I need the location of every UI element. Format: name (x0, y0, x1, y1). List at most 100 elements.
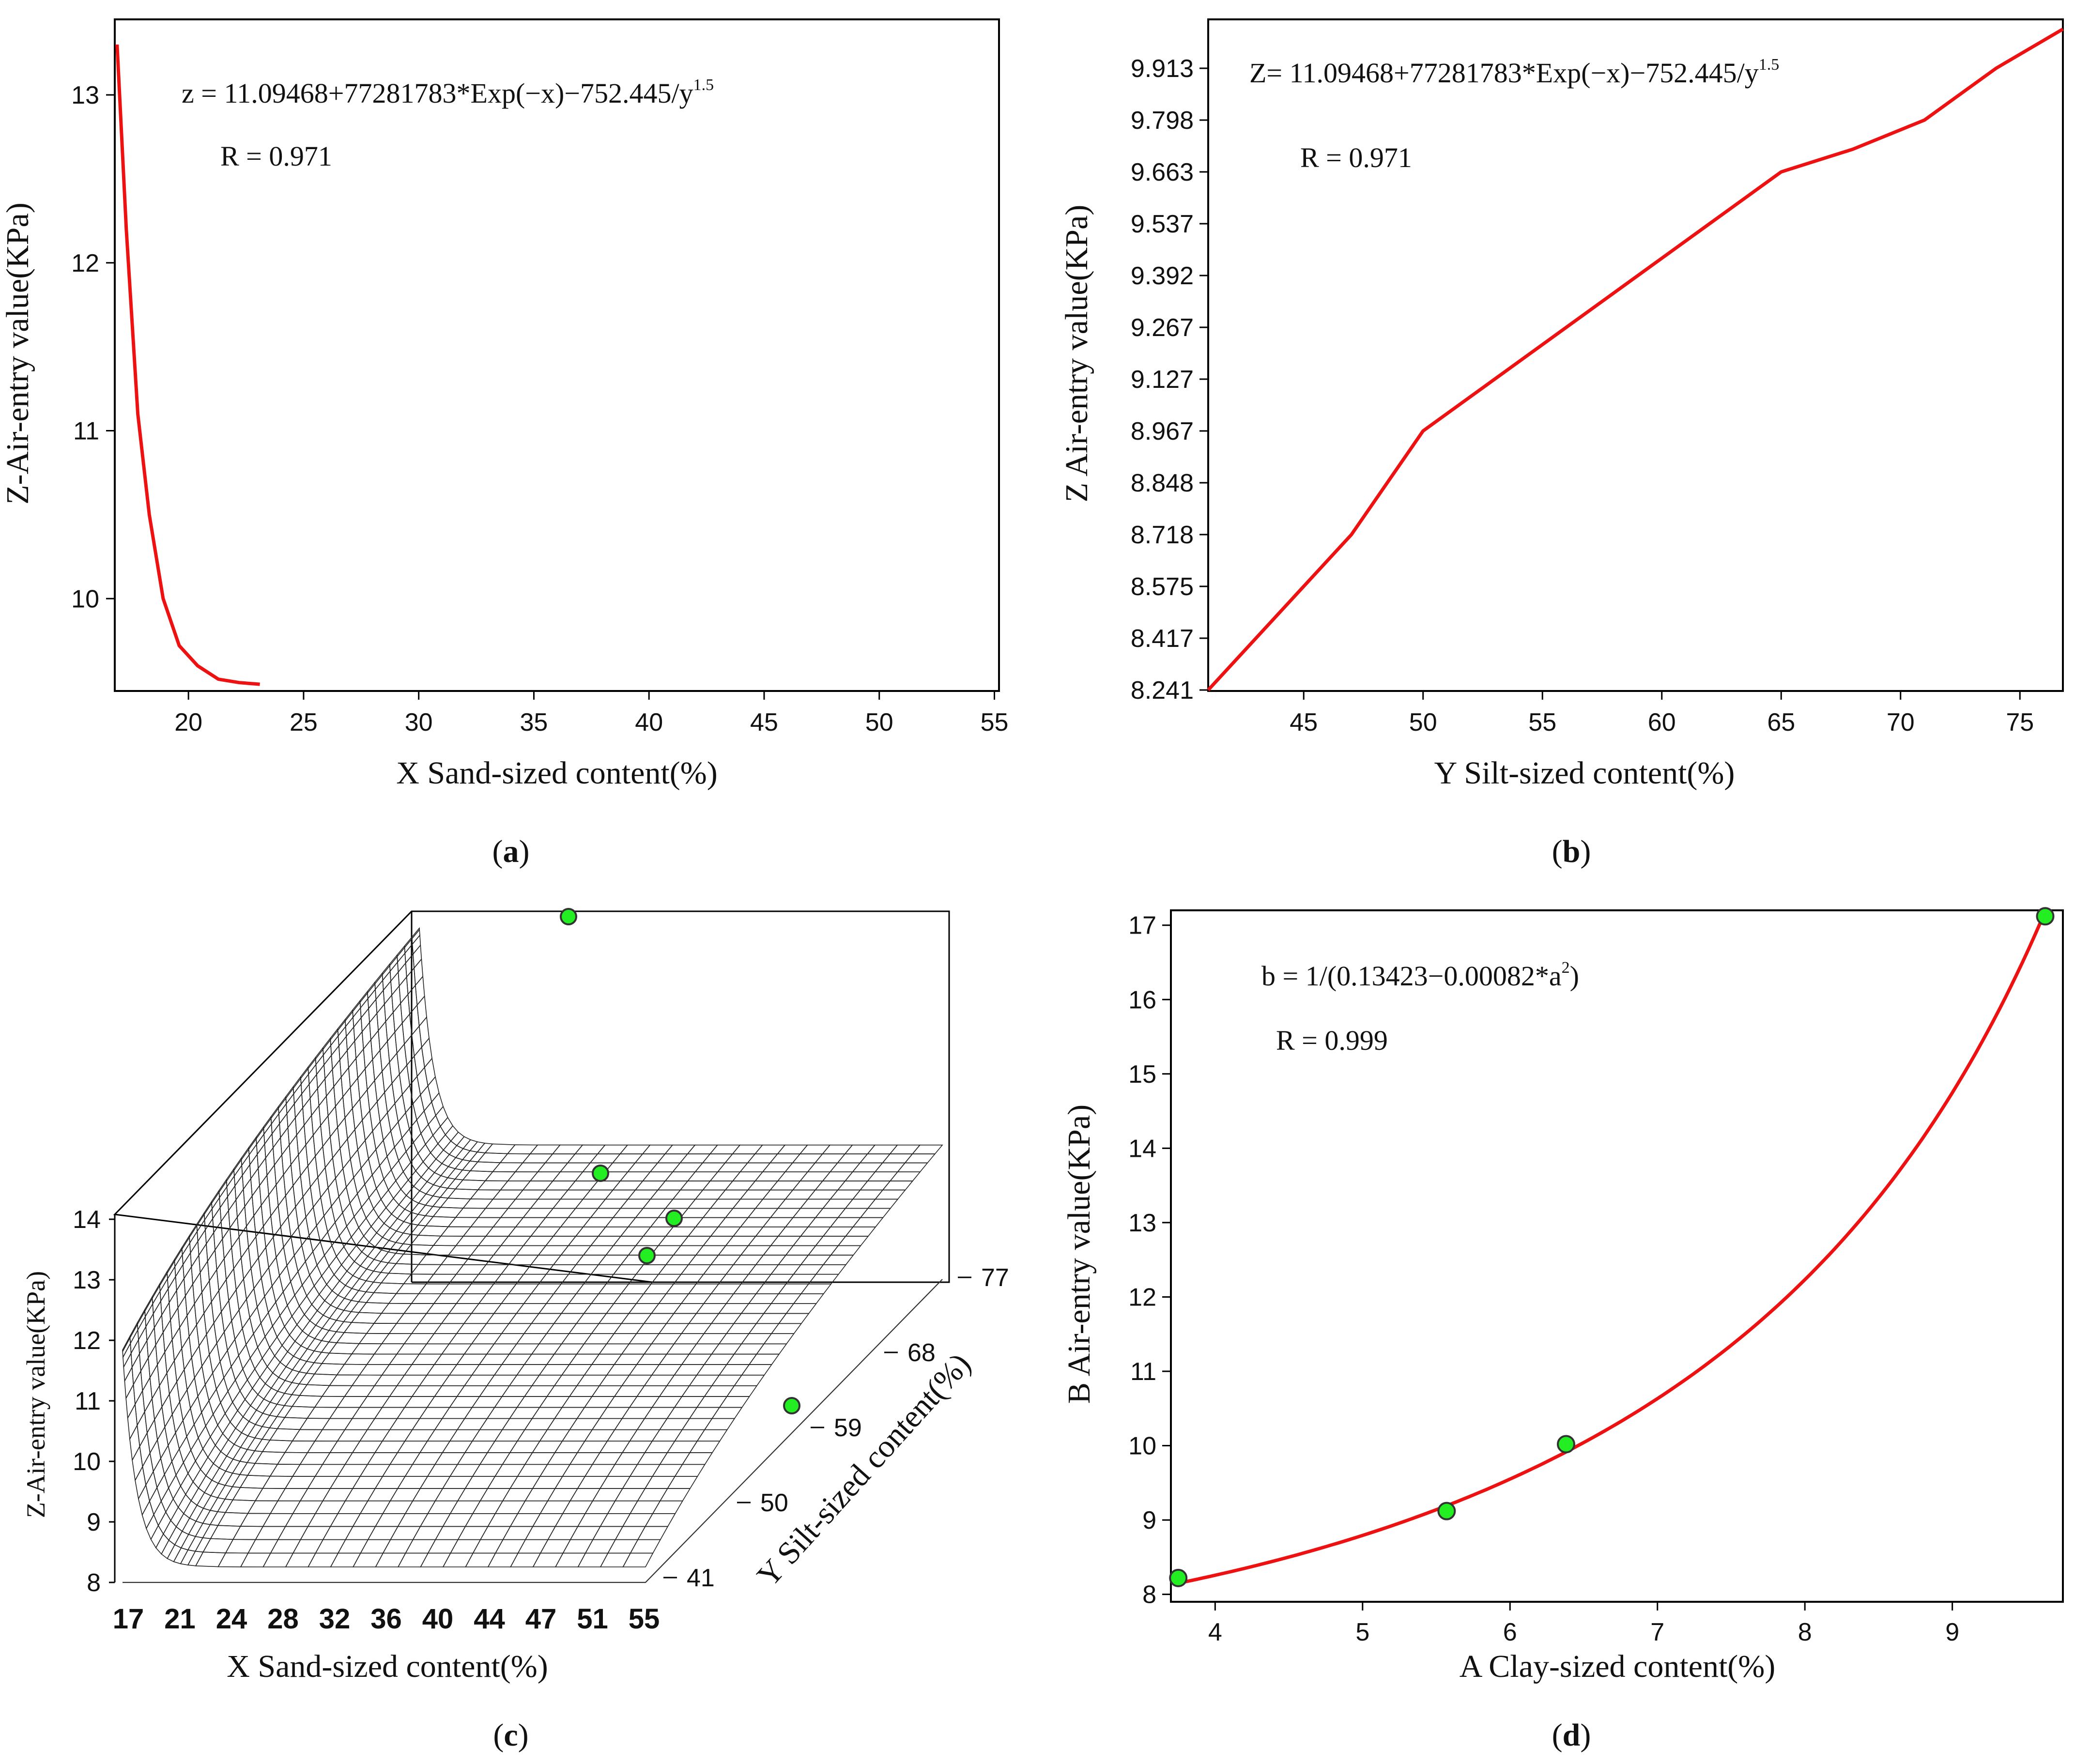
surface-mesh-c (122, 927, 943, 1583)
surface-cell (426, 1364, 458, 1376)
surface-cell (175, 1461, 189, 1487)
x-tick-label-a: 25 (290, 708, 318, 736)
surface-cell (777, 1255, 809, 1265)
surface-cell (142, 1452, 154, 1487)
surface-cell (277, 1417, 308, 1430)
surface-cell (680, 1236, 712, 1246)
surface-cell (323, 1205, 336, 1233)
surface-cell (793, 1293, 825, 1304)
surface-cell (492, 1189, 524, 1200)
surface-cell (268, 1256, 280, 1287)
surface-cell (478, 1293, 510, 1304)
surface-cell (351, 1227, 365, 1246)
surface-cell (560, 1217, 592, 1227)
surface-cell (277, 1380, 293, 1394)
surface-cell (562, 1539, 594, 1554)
surface-cell (476, 1142, 493, 1153)
surface-cell (301, 1083, 311, 1109)
surface-cell (328, 1374, 360, 1386)
surface-cell (324, 1157, 336, 1189)
surface-cell (717, 1217, 749, 1227)
surface-cell (725, 1264, 757, 1275)
surface-cell (210, 1483, 226, 1499)
surface-cell (673, 1333, 705, 1345)
surface-cell (315, 1054, 324, 1076)
surface-cell (710, 1227, 742, 1237)
surface-cell (292, 1359, 307, 1373)
surface-cell (628, 1303, 660, 1314)
surface-cell (176, 1368, 188, 1403)
surface-cell (433, 1385, 465, 1397)
surface-cell (249, 1153, 259, 1180)
surface-cell (316, 1215, 328, 1243)
surface-cell (299, 1348, 315, 1362)
z-tick-label-c: 8 (87, 1569, 101, 1597)
surface-cell (792, 1208, 824, 1218)
x-axis-label-c: X Sand-sized content(%) (227, 1649, 548, 1684)
surface-cell (622, 1476, 653, 1489)
surface-cell (643, 1283, 675, 1294)
surface-cell (307, 1513, 339, 1527)
surface-cell (397, 952, 406, 973)
surface-cell (629, 1464, 661, 1477)
surface-cell (501, 1353, 533, 1365)
surface-cell (434, 1526, 466, 1540)
surface-cell (665, 1255, 697, 1265)
surface-cell (552, 1171, 584, 1181)
surface-cell (524, 1452, 556, 1465)
surface-cell (740, 1245, 772, 1256)
surface-cell (217, 1412, 231, 1435)
surface-cell (530, 1283, 562, 1294)
surface-cell (215, 1377, 229, 1404)
surface-cell (569, 1488, 601, 1502)
surface-cell (538, 1245, 569, 1256)
surface-cell (280, 1215, 292, 1248)
surface-cell (622, 1552, 654, 1567)
surface-cell (284, 1476, 316, 1489)
surface-cell (747, 1181, 779, 1191)
surface-cell (598, 1313, 630, 1324)
data-points-d (1169, 907, 2055, 1587)
surface-cell (509, 1407, 540, 1419)
y-tick-label-b: 8.241 (1131, 676, 1194, 705)
surface-cell (346, 1176, 358, 1204)
surface-cell (255, 1225, 266, 1259)
surface-cell (652, 1500, 683, 1514)
surface-cell (344, 1385, 375, 1397)
surface-cell (381, 1396, 413, 1408)
surface-cell (748, 1323, 780, 1334)
surface-cell (464, 1476, 496, 1489)
surface-cell (604, 1162, 636, 1172)
axis-ticks-a: 20 25 30 35 40 45 50 55 10 11 12 13 (71, 81, 1008, 736)
surface-cell (575, 1255, 607, 1265)
surface-cell (711, 1407, 743, 1419)
surface-cell (329, 1441, 361, 1453)
surface-cell (211, 1289, 222, 1324)
surface-cell (492, 1162, 524, 1172)
surface-cell (591, 1418, 623, 1430)
surface-cell (306, 1350, 323, 1364)
surface-cell (799, 1198, 831, 1209)
surface-cell (859, 1181, 891, 1191)
surface-cell (240, 1435, 256, 1450)
surface-cell (403, 1333, 435, 1345)
surface-cell (336, 1321, 353, 1333)
surface-cell (246, 1437, 263, 1452)
surface-cell (814, 1153, 846, 1164)
data-point (783, 1397, 800, 1414)
surface-cell (284, 1315, 298, 1336)
surface-cell (402, 1223, 419, 1235)
x-tick-label-b: 50 (1409, 708, 1437, 736)
surface-cell (275, 1291, 288, 1317)
surface-cell (687, 1144, 719, 1154)
surface-cell (432, 1207, 464, 1218)
y-tick-label-b: 9.127 (1131, 366, 1194, 394)
surface-cell (396, 1313, 428, 1324)
surface-cell (469, 1141, 486, 1153)
surface-cell (553, 1375, 585, 1386)
surface-cell (479, 1526, 511, 1540)
surface-cell (524, 1526, 556, 1540)
surface-cell (575, 1283, 607, 1294)
surface-cell (455, 1264, 487, 1275)
surface-cell (241, 1246, 252, 1280)
